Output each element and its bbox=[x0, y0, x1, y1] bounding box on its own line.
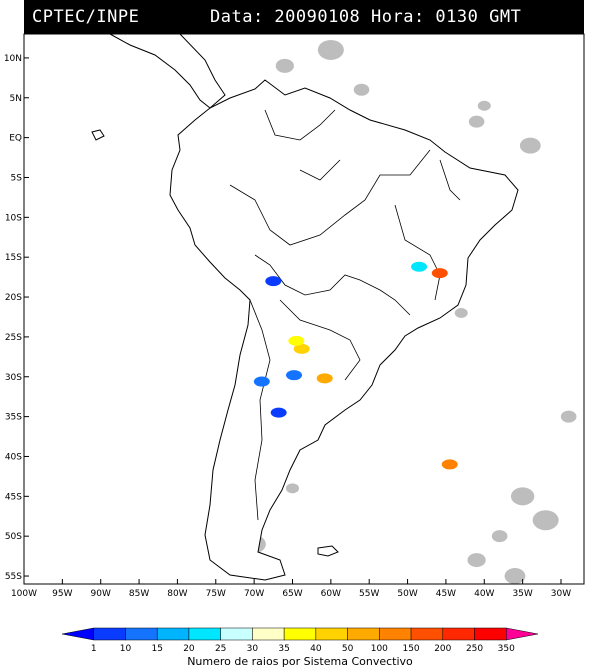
cloud-patch bbox=[560, 410, 577, 423]
legend-value-label: 100 bbox=[371, 644, 388, 654]
legend-value-label: 35 bbox=[278, 644, 289, 654]
lat-tick-label: 50S bbox=[5, 532, 22, 542]
legend-value-label: 10 bbox=[120, 644, 132, 654]
convective-system-marker bbox=[270, 407, 287, 418]
lon-tick-label: 40W bbox=[474, 589, 494, 599]
cloud-patch bbox=[532, 510, 559, 531]
lat-tick-label: 25S bbox=[5, 333, 22, 343]
legend-swatch bbox=[347, 627, 380, 641]
legend-swatch bbox=[315, 627, 348, 641]
legend-value-label: 20 bbox=[183, 644, 195, 654]
source-label: CPTEC/INPE bbox=[32, 7, 140, 27]
lon-tick-label: 95W bbox=[52, 589, 72, 599]
map-border bbox=[23, 33, 585, 585]
lon-tick-label: 75W bbox=[206, 589, 226, 599]
legend-swatch bbox=[379, 627, 412, 641]
lon-tick-label: 100W bbox=[11, 589, 37, 599]
lat-tick-label: 20S bbox=[5, 293, 22, 303]
cloud-patch bbox=[317, 39, 344, 60]
lat-tick-label: 15S bbox=[5, 253, 22, 263]
lat-tick-label: 10S bbox=[5, 213, 22, 223]
cloud-patch bbox=[510, 487, 535, 506]
convective-system-marker bbox=[441, 459, 458, 470]
map-header: CPTEC/INPE Data: 20090108 Hora: 0130 GMT bbox=[24, 0, 584, 34]
legend-value-label: 40 bbox=[310, 644, 322, 654]
convective-system-marker bbox=[253, 376, 270, 387]
lat-tick-label: 30S bbox=[5, 373, 22, 383]
lat-tick-label: 10N bbox=[4, 54, 22, 64]
legend-swatch bbox=[156, 627, 190, 641]
lon-tick-label: 90W bbox=[91, 589, 111, 599]
convective-systems bbox=[253, 261, 458, 470]
legend-swatch bbox=[188, 627, 221, 641]
legend-swatch bbox=[220, 627, 253, 641]
lon-tick-label: 60W bbox=[321, 589, 341, 599]
legend-value-label: 150 bbox=[402, 644, 419, 654]
legend-swatch bbox=[283, 627, 317, 641]
legend-swatch bbox=[125, 627, 158, 641]
legend-value-label: 15 bbox=[151, 644, 162, 654]
cloud-patch bbox=[468, 115, 485, 128]
lon-tick-label: 80W bbox=[167, 589, 187, 599]
legend-colorbar: 1 10 15 20 25 30 35 40 50 100 150 200 250 350 bbox=[61, 627, 539, 654]
legend-swatch bbox=[474, 627, 507, 641]
legend-swatch bbox=[410, 627, 444, 641]
legend-value-label: 25 bbox=[215, 644, 226, 654]
country-borders bbox=[229, 109, 461, 521]
legend-title: Numero de raios por Sistema Convectivo bbox=[187, 655, 413, 668]
convective-system-marker bbox=[316, 373, 333, 384]
north-america-outline bbox=[109, 33, 226, 109]
legend-value-label: 50 bbox=[342, 644, 354, 654]
cloud-patch bbox=[353, 83, 370, 96]
falklands-outline bbox=[317, 545, 339, 557]
lon-tick-label: 70W bbox=[244, 589, 264, 599]
south-america-outline bbox=[169, 79, 519, 581]
datetime-label: Data: 20090108 Hora: 0130 GMT bbox=[210, 7, 522, 27]
lon-tick-label: 85W bbox=[129, 589, 149, 599]
landmass-layer bbox=[91, 33, 519, 581]
convective-system-marker bbox=[293, 343, 310, 354]
lat-tick-label: 5S bbox=[11, 173, 23, 183]
lon-tick-label: 45W bbox=[436, 589, 456, 599]
cloud-patch bbox=[454, 307, 468, 318]
convective-system-marker bbox=[286, 370, 303, 381]
longitude-ticks: 100W 95W 90W 85W 80W 75W 70W 65W 60W 55W 50W 45W 40W… bbox=[11, 579, 571, 599]
cloud-patch bbox=[477, 100, 491, 111]
convective-system-marker bbox=[288, 335, 305, 346]
lat-tick-label: 45S bbox=[5, 492, 22, 502]
legend-swatch bbox=[61, 627, 94, 641]
lat-tick-label: 55S bbox=[5, 572, 22, 582]
legend-value-label: 1 bbox=[91, 644, 97, 654]
legend-value-label: 30 bbox=[247, 644, 259, 654]
lon-tick-label: 55W bbox=[359, 589, 379, 599]
legend-swatch bbox=[93, 627, 126, 641]
cloud-patch bbox=[491, 530, 508, 543]
convective-system-marker bbox=[411, 261, 428, 272]
lon-tick-label: 50W bbox=[397, 589, 417, 599]
cloud-patch bbox=[285, 483, 299, 494]
lon-tick-label: 35W bbox=[512, 589, 532, 599]
legend-swatch bbox=[252, 627, 285, 641]
latitude-ticks: 10N 5N EQ 5S 10S 15S 20S 25S 30S 35S 40S 45S 50S 55S bbox=[4, 54, 29, 582]
lat-tick-label: 40S bbox=[5, 452, 22, 462]
lon-tick-label: 65W bbox=[282, 589, 302, 599]
legend-swatch bbox=[442, 627, 475, 641]
legend-value-label: 350 bbox=[498, 644, 515, 654]
cloud-patch bbox=[275, 58, 294, 73]
cloud-patch bbox=[467, 553, 486, 568]
galapagos-outline bbox=[91, 129, 105, 141]
cloud-patch bbox=[504, 568, 526, 585]
legend-swatch bbox=[506, 627, 539, 641]
lat-tick-label: 5N bbox=[10, 94, 22, 104]
legend-value-label: 250 bbox=[466, 644, 483, 654]
cloud-patch bbox=[519, 137, 541, 154]
lat-tick-label: EQ bbox=[9, 134, 22, 144]
legend-value-label: 200 bbox=[434, 644, 451, 654]
convective-system-marker bbox=[265, 276, 282, 287]
lon-tick-label: 30W bbox=[551, 589, 571, 599]
lat-tick-label: 35S bbox=[5, 413, 22, 423]
convective-system-marker bbox=[431, 268, 448, 279]
